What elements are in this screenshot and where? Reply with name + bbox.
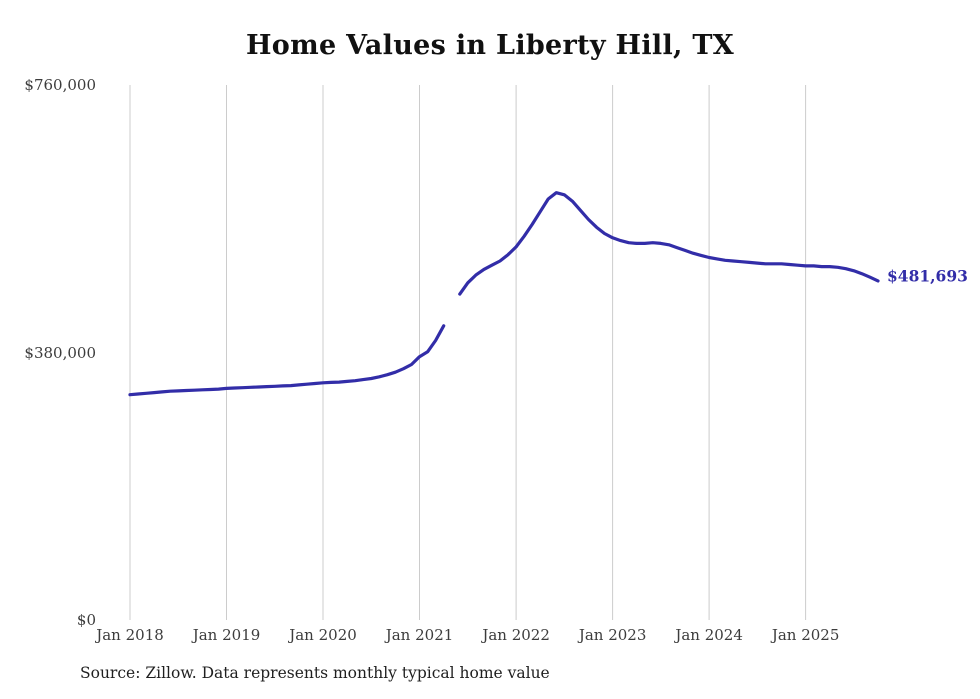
x-axis-tick-label: Jan 2018 [96, 626, 164, 644]
y-axis-tick-label: $0 [76, 611, 96, 629]
x-axis-tick-label: Jan 2022 [482, 626, 550, 644]
x-axis-tick-label: Jan 2024 [675, 626, 743, 644]
source-note: Source: Zillow. Data represents monthly … [80, 664, 550, 682]
x-axis-tick-label: Jan 2019 [192, 626, 261, 644]
y-axis-tick-label: $760,000 [24, 76, 96, 94]
home-value-line [128, 191, 880, 397]
x-axis-tick-label: Jan 2021 [385, 626, 454, 644]
current-value-label: $481,693 [887, 266, 968, 286]
x-axis-tick-label: Jan 2025 [771, 626, 840, 644]
x-axis-tick-label: Jan 2020 [289, 626, 357, 644]
chart-title: Home Values in Liberty Hill, TX [245, 30, 735, 61]
x-axis-tick-label: Jan 2023 [578, 626, 647, 644]
y-axis-tick-label: $380,000 [24, 343, 96, 362]
